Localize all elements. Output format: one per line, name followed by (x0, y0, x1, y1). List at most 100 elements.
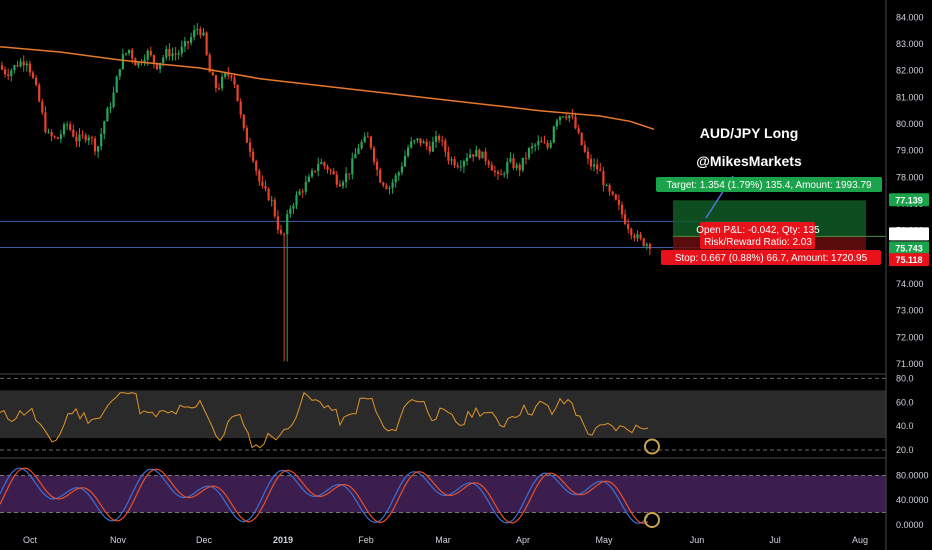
candle-body (7, 74, 10, 77)
candle-body (137, 62, 140, 66)
candle-body (124, 53, 128, 55)
stochastic-axis[interactable]: 80.0000 40.0000 0.0000 (896, 470, 929, 529)
candle-body (19, 61, 22, 67)
stochastic-d-line (0, 467, 649, 524)
candle-body (366, 136, 369, 138)
price-tick-label: 84.000 (896, 12, 924, 22)
candle-body (205, 32, 208, 55)
candle-body (484, 151, 487, 162)
candle-body (376, 161, 379, 170)
candle-body (41, 101, 44, 113)
candle-body (13, 65, 16, 71)
candle-body (568, 115, 571, 119)
stochastic-tick-label: 0.0000 (896, 520, 924, 530)
candle-body (493, 170, 496, 172)
candle-body (75, 136, 78, 142)
candle-body (648, 244, 651, 249)
stop-price-label: 75.118 (895, 255, 922, 265)
price-tick-label: 78.000 (896, 172, 924, 182)
target-price-label: 77.139 (895, 195, 923, 205)
candle-body (162, 57, 165, 63)
candle-body (478, 149, 481, 159)
rsi-pane[interactable] (0, 377, 886, 455)
open-pl-box (700, 222, 815, 249)
candle-body (611, 191, 614, 195)
candle-body (180, 46, 183, 54)
candle-body (549, 142, 552, 148)
candle-body (221, 76, 224, 89)
candle-body (155, 62, 159, 70)
target-label-box (656, 177, 882, 192)
candle-body (475, 149, 478, 157)
candle-body (577, 128, 580, 133)
candle-body (627, 224, 630, 229)
rsi-tick-label: 80.0 (896, 373, 914, 383)
candle-body (438, 136, 441, 141)
candle-body (307, 176, 310, 182)
candle-body (490, 164, 493, 171)
candle-body (348, 173, 351, 175)
candle-body (453, 159, 456, 166)
candle-body (503, 173, 506, 175)
candle-body (534, 145, 537, 147)
candle-body (413, 140, 416, 142)
price-tick-label: 81.000 (896, 92, 924, 102)
candle-body (465, 157, 469, 162)
candle-body (149, 50, 152, 56)
rsi-highlight-circle[interactable] (644, 438, 660, 455)
candle-body (341, 182, 345, 187)
time-axis-label: Aug (852, 535, 868, 545)
candle-body (416, 138, 419, 141)
candle-body (131, 49, 134, 59)
candle-body (500, 174, 503, 176)
candle-body (106, 108, 109, 122)
candle-body (599, 169, 602, 172)
candle-body (224, 72, 227, 77)
candle-body (444, 140, 447, 152)
candle-body (583, 144, 586, 152)
price-axis[interactable]: 84.000 83.000 82.000 81.000 80.000 79.000 78.0… (889, 12, 929, 369)
candle-body (264, 185, 267, 189)
candle-body (509, 158, 512, 162)
rsi-axis[interactable]: 80.0 60.0 40.0 20.0 (896, 373, 914, 455)
candle-body (639, 234, 642, 239)
long-position-tool[interactable]: Target: 1.354 (1.79%) 135.4, Amount: 199… (656, 175, 886, 265)
candle-body (422, 141, 425, 144)
current-price-label: 75.785 (895, 229, 923, 239)
time-axis-label: Dec (196, 535, 213, 545)
price-pane[interactable] (0, 22, 800, 362)
current-price-badge (889, 227, 929, 241)
candle-body (524, 157, 527, 159)
candle-body (605, 185, 608, 187)
candle-body (38, 84, 41, 102)
time-axis-label: 2019 (273, 535, 293, 545)
candle-body (354, 154, 357, 159)
candle-body (165, 49, 168, 58)
candle-body (357, 148, 360, 155)
candle-body (410, 141, 413, 148)
candle-body (617, 199, 620, 205)
candle-body (78, 134, 81, 142)
stop-label-box (661, 250, 881, 265)
price-tick-label: 80.000 (896, 119, 924, 129)
candle-body (335, 174, 338, 185)
candle-body (338, 184, 341, 187)
time-axis-label: May (595, 535, 613, 545)
candle-body (391, 182, 394, 188)
candle-body (552, 126, 555, 143)
candle-body (620, 204, 624, 215)
candle-body (397, 172, 400, 176)
candle-body (171, 53, 174, 57)
stochastic-highlight-circle[interactable] (644, 511, 660, 528)
candle-body (593, 164, 596, 167)
time-axis[interactable]: Oct Nov Dec 2019 Feb Mar Apr May Jun Jul Aug (23, 535, 868, 545)
candle-body (90, 137, 93, 139)
candles (0, 22, 651, 362)
candle-body (183, 41, 186, 47)
candle-body (236, 84, 239, 102)
candle-body (540, 140, 543, 143)
stochastic-pane[interactable] (0, 467, 886, 528)
candle-body (487, 161, 490, 165)
candle-body (4, 69, 7, 75)
